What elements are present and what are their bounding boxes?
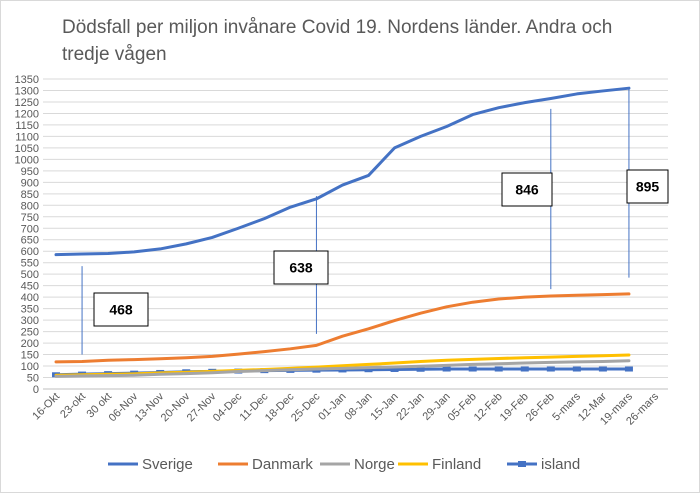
y-tick-label: 50 [27,373,39,385]
legend-label-island: island [541,456,580,473]
grid-lines [43,78,668,390]
annotation-box-638 [273,250,329,285]
x-tick-label: 19-Feb [498,391,531,424]
legend-label-sverige: Sverige [142,456,193,473]
y-tick-label: 1050 [15,143,39,155]
y-tick-label: 250 [21,327,39,339]
y-tick-label: 0 [33,384,39,396]
legend: Sverige Danmark Norge Finland island [108,456,580,473]
y-tick-label: 1150 [15,120,39,132]
annotation-label: 895 [636,179,660,195]
annotation-label: 468 [109,302,133,318]
annotation-box-468 [93,292,149,327]
y-tick-label: 750 [21,212,39,224]
y-tick-label: 900 [21,177,39,189]
y-tick-label: 800 [21,200,39,212]
y-tick-label: 950 [21,166,39,178]
y-tick-label: 1350 [15,74,39,86]
x-tick-label: 08-Jan [342,391,374,423]
annotation-box-846 [501,172,553,207]
annotation-lines [81,88,630,355]
annotation-box-895 [626,169,669,204]
x-tick-label: 25-Dec [289,390,323,424]
y-tick-label: 700 [21,223,39,235]
y-tick-label: 1300 [15,85,39,97]
y-tick-label: 200 [21,338,39,350]
y-tick-label: 500 [21,269,39,281]
y-tick-label: 650 [21,235,39,247]
series-norge-line [54,359,631,378]
legend-label-danmark: Danmark [252,456,313,473]
y-tick-label: 150 [21,350,39,362]
annotation-label: 846 [515,182,539,198]
x-tick-label: 01-Jan [316,391,348,423]
y-axis-ticks: 0501001502002503003504004505005506006507… [15,74,39,396]
series-danmark-line [54,292,631,364]
x-tick-label: 26-Feb [524,391,557,424]
y-tick-label: 1200 [15,108,39,120]
y-tick-label: 100 [21,361,39,373]
y-tick-label: 300 [21,315,39,327]
y-tick-label: 450 [21,281,39,293]
x-tick-label: 22-Jan [394,391,426,423]
y-tick-label: 600 [21,246,39,258]
legend-label-norge: Norge [354,456,395,473]
chart-title: Dödsfall per miljon invånare Covid 19. N… [62,17,613,65]
y-tick-label: 850 [21,189,39,201]
x-tick-label: 23-okt [58,391,88,421]
series-sverige-line [54,86,631,257]
x-tick-label: 04-Dec [211,390,245,424]
y-tick-label: 1250 [15,97,39,109]
annotation-label: 638 [289,260,313,276]
legend-label-finland: Finland [432,456,481,473]
y-tick-label: 400 [21,292,39,304]
y-tick-label: 1100 [15,131,39,143]
y-tick-label: 1000 [15,154,39,166]
annotation-boxes: 468 638 846 895 [93,169,669,327]
series-lines [52,86,633,378]
y-tick-label: 350 [21,304,39,316]
y-tick-label: 550 [21,258,39,270]
x-tick-label: 15-Jan [368,391,400,423]
